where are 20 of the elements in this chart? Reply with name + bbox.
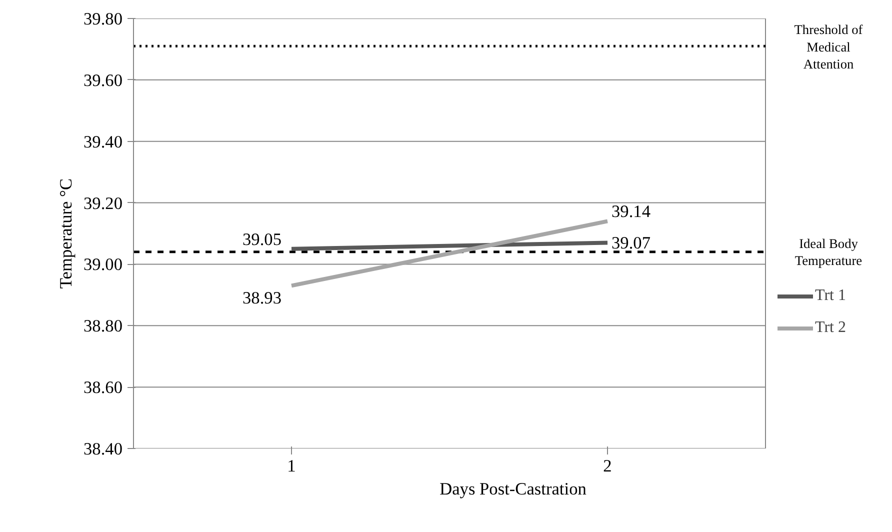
y-tick-label: 38.60 [84, 378, 123, 398]
data-label: 39.07 [612, 234, 651, 253]
y-tick-label: 39.40 [84, 132, 123, 152]
y-tick-label: 39.80 [84, 10, 123, 28]
x-tick-label: 2 [603, 456, 612, 476]
data-label: 38.93 [242, 288, 282, 308]
y-axis-title: Temperature °C [56, 178, 76, 289]
y-tick-label: 38.40 [84, 440, 123, 458]
legend-label: Trt 1 [815, 287, 846, 305]
x-tick-label: 1 [287, 456, 296, 476]
legend-label: Trt 2 [815, 319, 846, 337]
y-tick-label: 39.00 [84, 255, 123, 274]
y-tick-label: 39.60 [84, 70, 123, 90]
data-label: 39.05 [242, 230, 282, 249]
y-tick-label: 38.80 [84, 316, 123, 336]
x-axis-title: Days Post-Castration [440, 480, 587, 498]
data-label: 39.14 [612, 202, 651, 222]
ref-line-label: Threshold of Medical Attention [794, 22, 864, 72]
y-tick-label: 39.20 [84, 194, 123, 213]
ref-line-label: Ideal Body Temperature [794, 236, 862, 268]
